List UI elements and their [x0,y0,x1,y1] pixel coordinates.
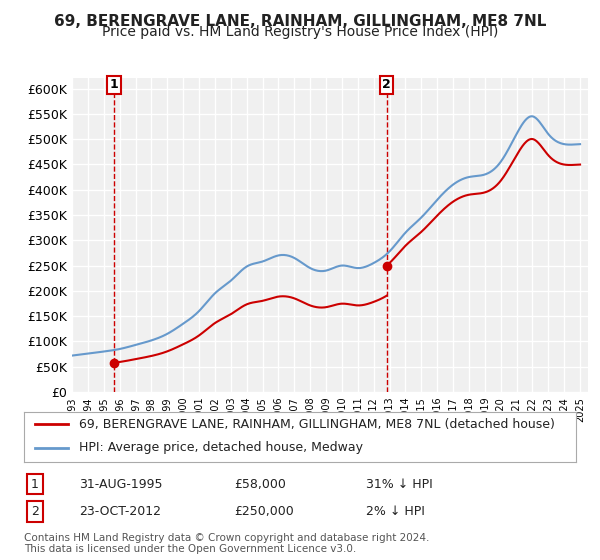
Text: Price paid vs. HM Land Registry's House Price Index (HPI): Price paid vs. HM Land Registry's House … [102,25,498,39]
Text: £250,000: £250,000 [234,505,293,518]
Text: 2: 2 [382,78,391,91]
Text: 31% ↓ HPI: 31% ↓ HPI [366,478,433,491]
Text: 1: 1 [110,78,119,91]
Text: 2% ↓ HPI: 2% ↓ HPI [366,505,425,518]
Text: 69, BERENGRAVE LANE, RAINHAM, GILLINGHAM, ME8 7NL: 69, BERENGRAVE LANE, RAINHAM, GILLINGHAM… [54,14,546,29]
Text: 1: 1 [31,478,39,491]
Text: 69, BERENGRAVE LANE, RAINHAM, GILLINGHAM, ME8 7NL (detached house): 69, BERENGRAVE LANE, RAINHAM, GILLINGHAM… [79,418,555,431]
Text: Contains HM Land Registry data © Crown copyright and database right 2024.
This d: Contains HM Land Registry data © Crown c… [24,533,430,554]
Text: HPI: Average price, detached house, Medway: HPI: Average price, detached house, Medw… [79,441,363,454]
Text: 23-OCT-2012: 23-OCT-2012 [79,505,161,518]
Text: 2: 2 [31,505,39,518]
Text: £58,000: £58,000 [234,478,286,491]
Text: 31-AUG-1995: 31-AUG-1995 [79,478,163,491]
